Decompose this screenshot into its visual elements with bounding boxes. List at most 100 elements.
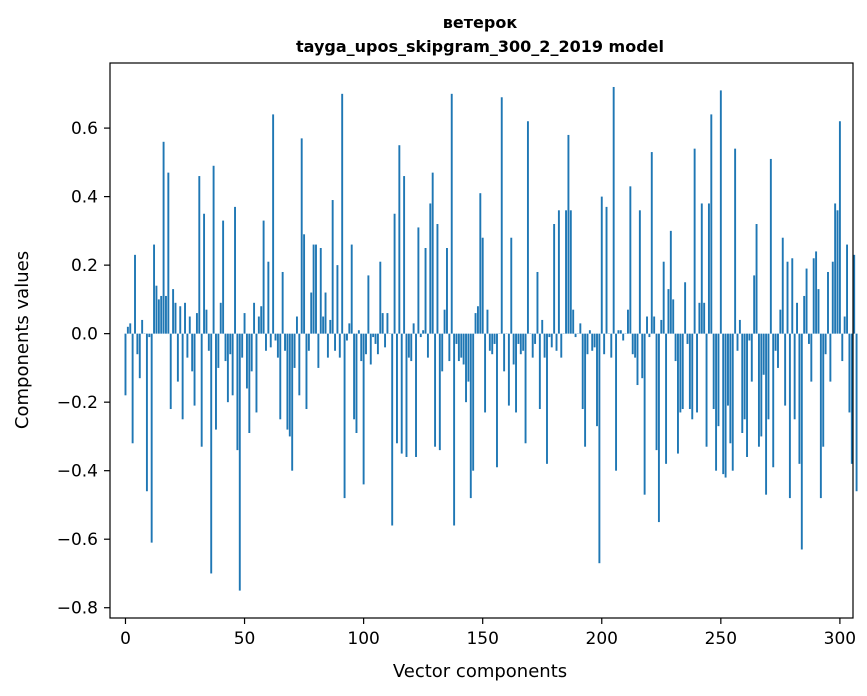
bar — [205, 309, 208, 334]
bar — [717, 333, 720, 427]
bar — [241, 333, 244, 358]
bar — [850, 333, 853, 464]
bar — [265, 333, 267, 351]
bar — [491, 333, 494, 355]
bar — [405, 333, 408, 457]
y-axis-label: Components values — [12, 251, 33, 429]
bar — [629, 186, 632, 334]
bar — [462, 333, 465, 365]
bar — [655, 333, 658, 451]
bar — [705, 333, 708, 447]
bar — [346, 333, 348, 341]
bar — [353, 333, 356, 420]
bar — [153, 244, 156, 334]
bar — [407, 333, 410, 358]
bar — [255, 333, 258, 413]
bar — [612, 86, 615, 334]
bar — [581, 333, 584, 410]
bar — [746, 333, 748, 457]
bar — [131, 333, 134, 444]
bar — [460, 333, 463, 358]
bar — [357, 330, 360, 334]
y-tick-label: −0.4 — [57, 462, 98, 482]
bar — [560, 333, 563, 358]
bar — [374, 333, 377, 344]
bar — [572, 309, 575, 334]
bar — [424, 248, 427, 334]
bar — [369, 333, 372, 365]
bar — [822, 333, 825, 447]
bar — [698, 302, 701, 334]
bar — [712, 333, 715, 410]
bar — [350, 244, 353, 334]
bar — [229, 333, 232, 355]
x-tick-label: 150 — [466, 629, 498, 649]
bar — [198, 176, 201, 334]
bar — [124, 333, 127, 396]
bar — [231, 333, 234, 396]
x-axis-ticks: 0 50 100 150 200 250 300 — [120, 618, 856, 649]
bar — [743, 333, 746, 420]
bar — [165, 295, 167, 334]
bar — [510, 237, 513, 334]
bar — [467, 333, 470, 382]
bar — [781, 237, 784, 334]
bar — [243, 313, 246, 334]
bar — [450, 93, 453, 334]
y-axis-ticks: −0.8 −0.6 −0.4 −0.2 0.0 0.2 0.4 0.6 — [57, 119, 110, 619]
bar — [446, 248, 448, 334]
bar — [284, 333, 286, 351]
bar — [515, 333, 517, 413]
bar — [312, 244, 315, 334]
bar — [546, 333, 548, 464]
bar — [300, 138, 303, 334]
bars-group — [124, 86, 858, 591]
bar — [217, 333, 220, 368]
bar — [272, 114, 275, 334]
bar — [641, 333, 644, 379]
bar — [696, 333, 698, 413]
bar — [200, 333, 203, 447]
bar — [610, 333, 613, 358]
bar — [605, 206, 608, 334]
bar — [753, 275, 756, 334]
bar — [212, 165, 215, 334]
bar — [281, 271, 284, 334]
bar — [707, 203, 710, 334]
bar — [836, 210, 839, 334]
bar — [253, 302, 256, 334]
bar — [360, 333, 363, 362]
bar — [579, 323, 582, 334]
bar — [398, 145, 401, 334]
bar — [729, 333, 732, 444]
bar — [160, 295, 163, 334]
bar — [396, 333, 398, 444]
bar — [269, 333, 272, 348]
y-tick-label: −0.6 — [57, 530, 98, 550]
bar — [653, 316, 656, 334]
bar — [805, 268, 808, 334]
bar — [174, 302, 177, 334]
bar — [138, 333, 141, 379]
bar — [391, 333, 394, 526]
bar — [412, 323, 415, 334]
bar — [667, 289, 670, 334]
bar — [838, 121, 841, 334]
bar — [657, 333, 660, 523]
bar — [548, 333, 551, 338]
bar — [184, 302, 186, 334]
bar — [631, 333, 634, 355]
bar — [317, 333, 320, 368]
bar — [355, 333, 358, 433]
y-tick-label: 0.4 — [71, 188, 98, 208]
bar — [684, 282, 687, 334]
bar — [141, 319, 144, 334]
bar — [617, 330, 620, 334]
bar — [565, 210, 567, 334]
bar — [681, 333, 684, 410]
chart-title: ветерок — [443, 13, 518, 32]
bar — [172, 289, 175, 334]
bar — [267, 261, 270, 334]
bar — [260, 306, 263, 334]
bar — [329, 319, 332, 334]
